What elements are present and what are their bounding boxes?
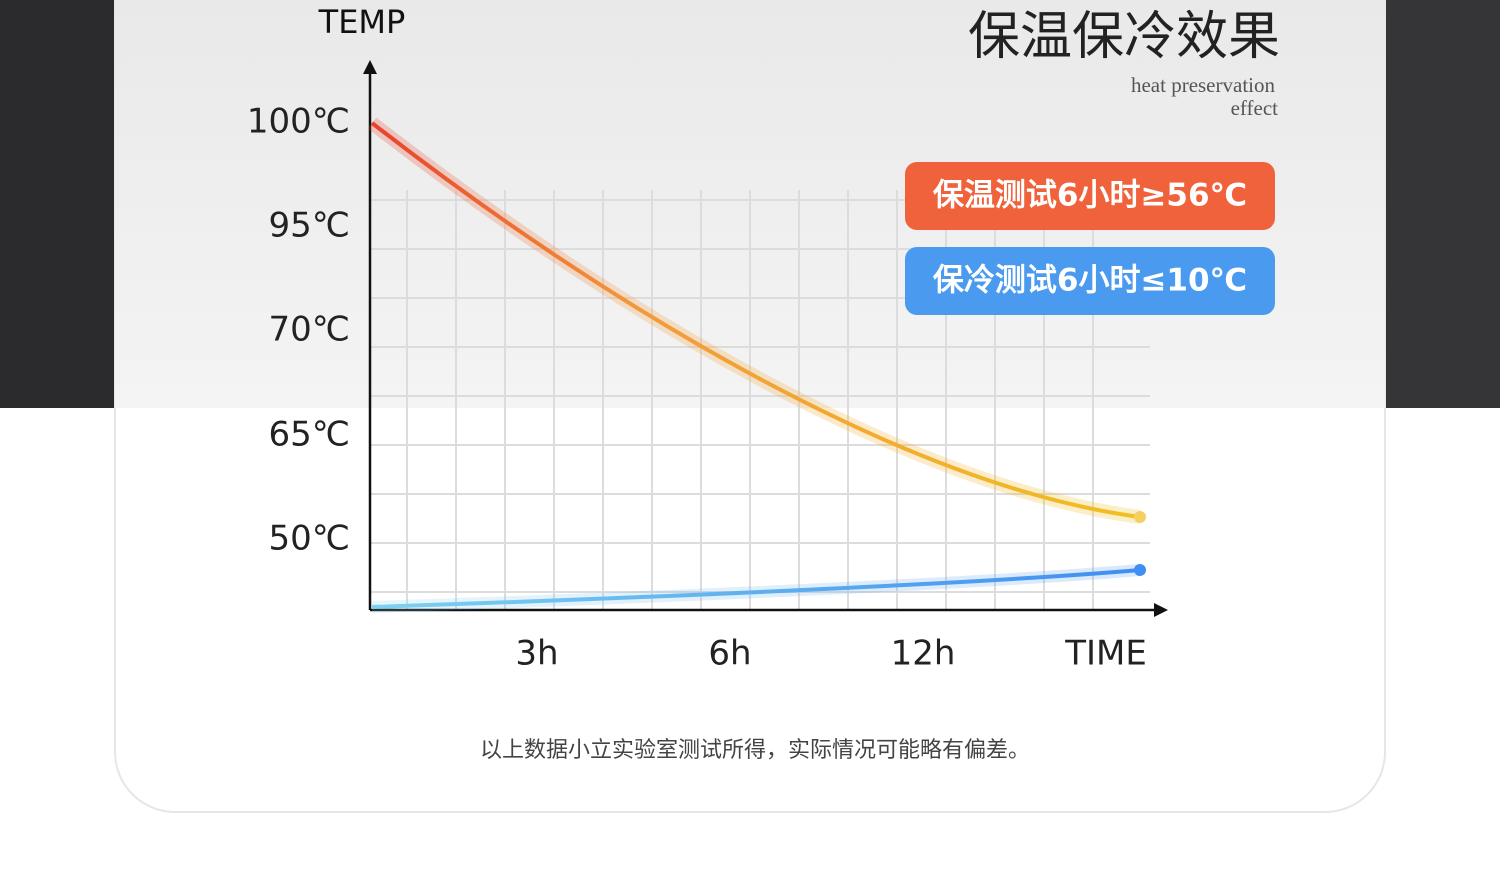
background-right bbox=[1385, 0, 1500, 408]
subtitle: effect bbox=[1231, 96, 1279, 120]
cold-curve bbox=[371, 568, 1141, 609]
x-label: 3h bbox=[515, 634, 558, 674]
title: 保温保冷效果 bbox=[968, 7, 1280, 67]
background-left bbox=[0, 0, 115, 408]
y-arrow bbox=[363, 60, 377, 74]
y-label: 70℃ bbox=[269, 310, 350, 350]
cold-end bbox=[1134, 564, 1146, 576]
cold-badge-text: 保冷测试6小时≤10℃ bbox=[933, 263, 1247, 299]
y-label: 95℃ bbox=[269, 206, 350, 246]
y-title: TEMP bbox=[318, 3, 406, 41]
grid bbox=[370, 190, 1150, 610]
hot-badge-text: 保温测试6小时≥56℃ bbox=[933, 178, 1247, 214]
note: 以上数据小立实验室测试所得，实际情况可能略有偏差。 bbox=[480, 738, 1030, 763]
x-label: 12h bbox=[891, 634, 956, 674]
y-label: 50℃ bbox=[269, 519, 350, 559]
hot-badge bbox=[905, 162, 1275, 230]
y-label: 100℃ bbox=[247, 102, 350, 142]
y-label: 65℃ bbox=[269, 415, 350, 455]
hot-curve bbox=[370, 121, 1141, 519]
x-label: TIME bbox=[1064, 634, 1147, 674]
cold-badge bbox=[905, 247, 1275, 315]
subtitle: heat preservation bbox=[1131, 73, 1276, 97]
x-arrow bbox=[1154, 603, 1168, 617]
x-label: 6h bbox=[708, 634, 751, 674]
hot-end bbox=[1134, 511, 1146, 523]
